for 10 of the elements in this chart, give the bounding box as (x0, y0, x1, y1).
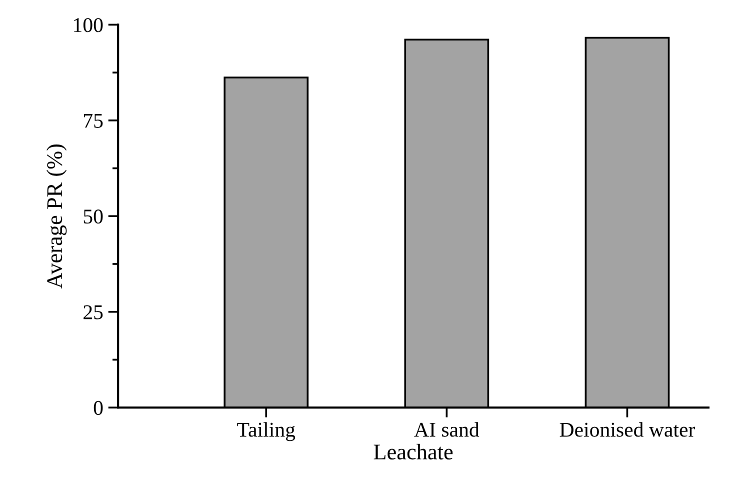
y-tick-label: 25 (84, 305, 103, 320)
y-tick-label: 0 (94, 400, 103, 415)
y-axis-title: Average PR (%) (46, 144, 67, 289)
x-tick-label: Tailing (237, 422, 296, 442)
y-tick-label: 50 (84, 210, 103, 224)
x-tick-label: AI sand (414, 422, 480, 437)
x-tick-label: Deionised water (560, 422, 696, 437)
x-axis-title: Leachate (374, 444, 453, 460)
y-tick-label: 75 (84, 114, 103, 128)
y-tick-label: 100 (74, 18, 103, 32)
